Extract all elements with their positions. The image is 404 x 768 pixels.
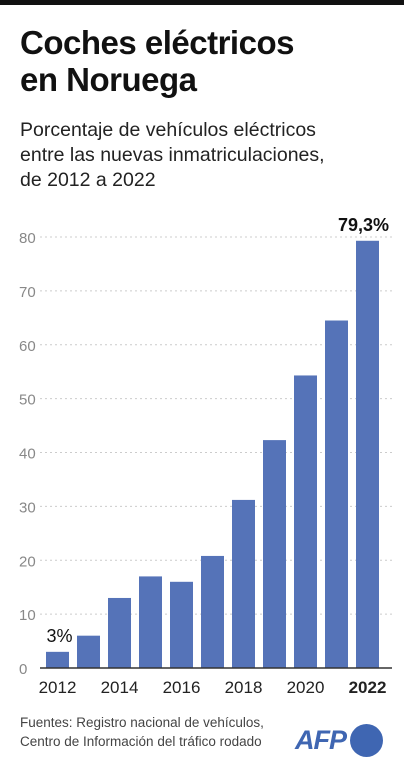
y-tick-label-70: 70: [19, 284, 36, 301]
subtitle-line-1: Porcentaje de vehículos eléctricos: [20, 119, 316, 141]
bar-2022: [356, 240, 379, 669]
x-tick-label-2012: 2012: [39, 678, 77, 697]
x-tick-label-2018: 2018: [225, 678, 263, 697]
chart-subtitle: Porcentaje de vehículos eléctricos entre…: [20, 118, 390, 193]
bar-2014: [108, 597, 131, 668]
afp-logo-dot: [350, 724, 383, 757]
x-tick-label-2014: 2014: [101, 678, 139, 697]
chart-title: Coches eléctricos en Noruega: [20, 24, 390, 98]
top-rule: [0, 0, 404, 5]
bar-2021: [325, 320, 348, 668]
bar-2012: [46, 651, 69, 668]
afp-logo: AFP: [292, 722, 392, 762]
subtitle-line-2: entre las nuevas inmatriculaciones,: [20, 144, 325, 166]
source-line-1: Fuentes: Registro nacional de vehículos,: [20, 715, 264, 730]
data-label-2022: 79,3%: [338, 215, 389, 235]
bar-2018: [232, 499, 255, 668]
y-tick-label-10: 10: [19, 607, 36, 624]
y-tick-label-50: 50: [19, 392, 36, 409]
source-note: Fuentes: Registro nacional de vehículos,…: [20, 713, 290, 751]
y-tick-label-40: 40: [19, 446, 36, 463]
title-line-2: en Noruega: [20, 61, 197, 98]
y-tick-label-20: 20: [19, 553, 36, 570]
data-label-2012: 3%: [46, 626, 72, 646]
bar-2013: [77, 635, 100, 668]
bar-2019: [263, 440, 286, 668]
y-tick-label-30: 30: [19, 499, 36, 516]
bar-2015: [139, 576, 162, 668]
bar-2017: [201, 555, 224, 668]
x-tick-label-2016: 2016: [163, 678, 201, 697]
y-tick-label-80: 80: [19, 230, 36, 247]
x-tick-label-2022: 2022: [349, 678, 387, 697]
bar-2020: [294, 375, 317, 668]
source-line-2: Centro de Información del tráfico rodado: [20, 734, 262, 749]
title-line-1: Coches eléctricos: [20, 24, 294, 61]
afp-logo-text: AFP: [295, 725, 347, 755]
x-tick-label-2020: 2020: [287, 678, 325, 697]
y-tick-label-60: 60: [19, 338, 36, 355]
subtitle-line-3: de 2012 a 2022: [20, 169, 156, 191]
bar-chart: 0 10 20 30 40 50 60 70 80 2012 2014 2016 2018 2020 202…: [19, 215, 392, 697]
y-tick-label-0: 0: [19, 661, 27, 678]
bar-2016: [170, 581, 193, 668]
